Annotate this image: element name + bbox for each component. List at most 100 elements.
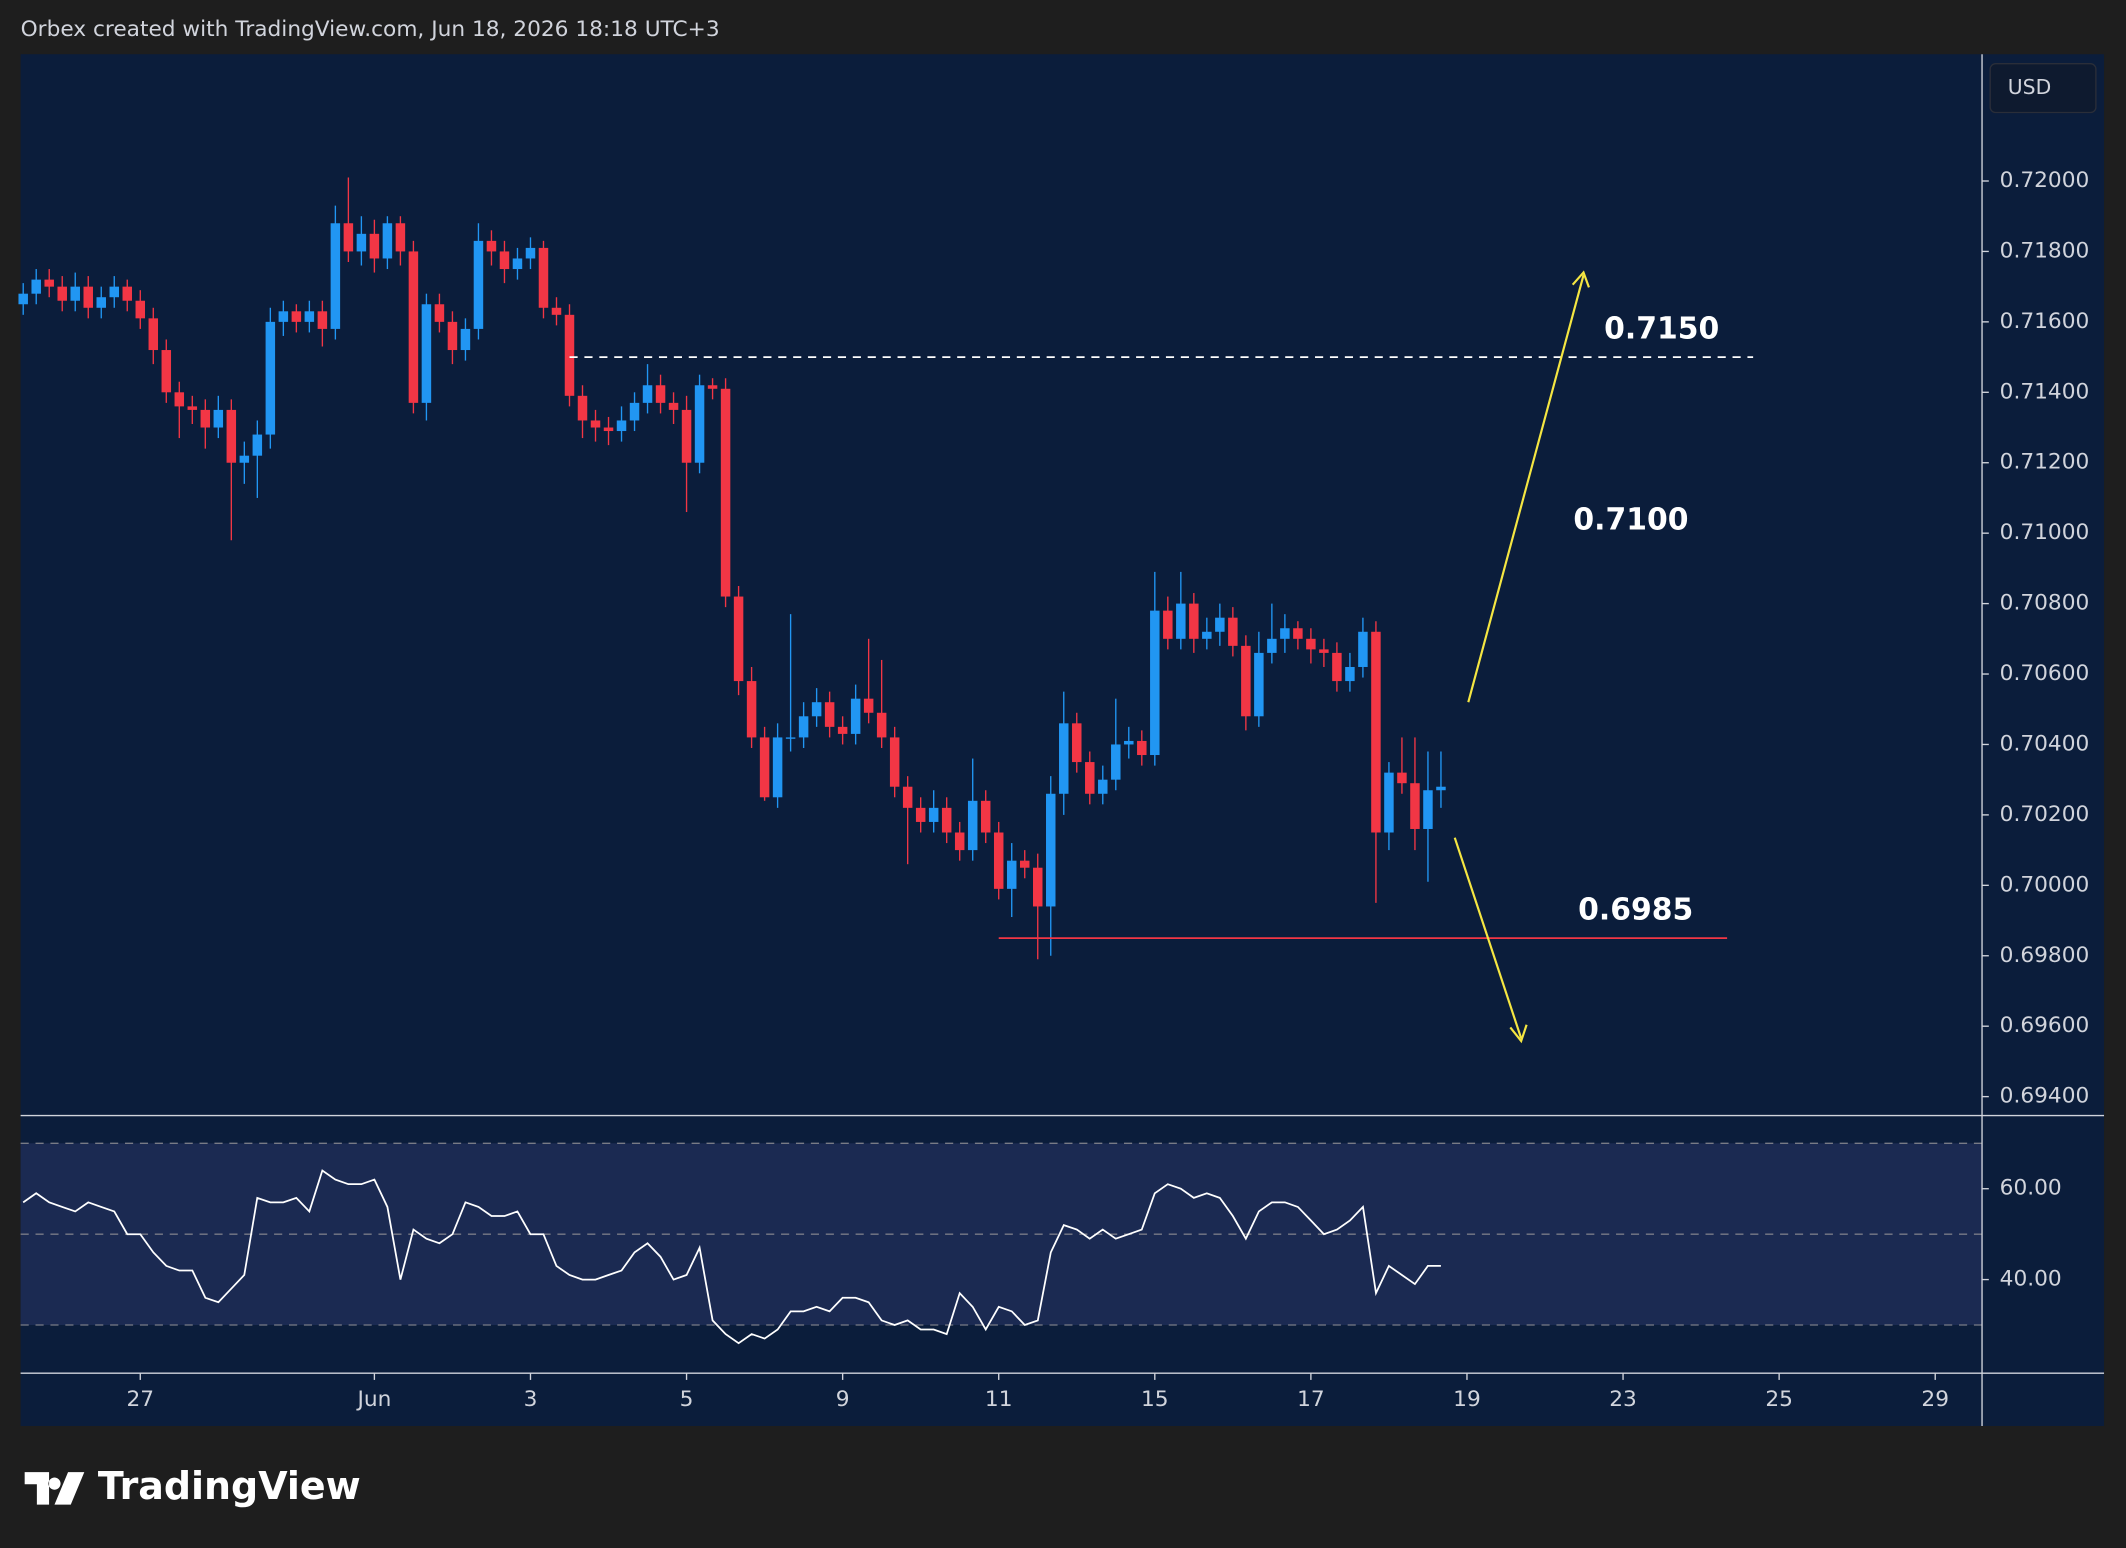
candle-body [1371,631,1381,833]
y-tick-label: 0.70000 [2000,872,2090,897]
candle-body [213,409,224,428]
candle-body [499,251,510,270]
candle-body [317,311,328,329]
candle-body [343,223,354,252]
candle-body [148,318,159,351]
x-tick-label: 5 [680,1387,694,1412]
candle-body [746,681,757,738]
candle-body [902,786,913,808]
candle-body [18,293,28,305]
candle-body [1046,793,1056,907]
candle-body [57,286,67,301]
candle-body [369,233,380,259]
candle-body [642,385,653,403]
y-tick-label: 0.71600 [2000,309,2090,334]
candle-body [590,420,601,428]
x-tick-label: 19 [1453,1387,1481,1412]
candle-body [720,388,731,597]
candle-body [395,223,406,252]
candle-body [1150,610,1160,756]
candle-body [421,304,432,403]
candle-body [707,385,718,389]
candle-body [1306,638,1316,650]
y-tick-label: 0.70600 [2000,661,2090,686]
candle-body [1019,860,1030,868]
candle-body [1085,762,1095,794]
candle-body [1032,867,1043,907]
candle-body [876,712,887,738]
candle-body [1410,783,1420,829]
rsi-band [20,1143,1983,1325]
candle-body [1280,628,1290,639]
candle-body [616,420,627,432]
candle-body [811,702,822,717]
candle-body [1267,638,1277,653]
candle-body [551,307,562,315]
candle-body [1163,610,1173,639]
candle-body [265,321,276,435]
candle-body [733,596,744,682]
candle-body [109,286,120,298]
header: Orbex created with TradingView.com, Jun … [21,17,720,42]
candle-body [629,402,640,421]
candle-body [1111,744,1121,780]
candle-body [304,311,315,322]
candle-body [252,434,263,456]
candle-body [993,832,1004,889]
candle-body [1423,790,1433,829]
x-tick-label: 9 [836,1387,850,1412]
candle-body [1215,617,1225,632]
y-tick-label: 0.71200 [2000,450,2090,475]
y-tick-label: 0.71000 [2000,520,2090,545]
rsi-pane: 60.00 40.00 27 Jun 3 5 9 11 15 17 19 23 25 29 [20,1142,2062,1412]
candle-body [96,297,106,308]
candle-body [798,716,809,738]
candle-body [577,395,588,421]
level-label: 0.7150 [1604,311,1719,346]
candle-body [122,286,133,301]
y-tick-label: 0.70200 [2000,802,2090,827]
tv-logo [24,1472,85,1505]
candle-body [967,800,978,851]
candle-body [837,726,848,734]
candle-body [941,807,952,833]
candle-body [1059,723,1069,794]
annotation: 0.7100 [1573,502,1688,537]
candle-body [200,409,211,428]
candle-body [187,406,198,410]
y-tick-label: 0.71800 [2000,238,2090,263]
candle-body [824,702,835,727]
currency-label: USD [2008,75,2051,99]
candle-body [44,279,54,287]
candle-body [31,279,41,294]
candle-body [161,350,172,393]
y-tick-label: 0.69600 [2000,1013,2090,1038]
candle-body [1293,628,1303,639]
candle-body [772,737,783,798]
candle-body [291,311,302,322]
candle-body [1241,645,1251,717]
candle-body [1332,652,1342,682]
price-pane: 0.69400 0.69600 0.69800 0.70000 0.70200 0.704… [18,168,2089,1109]
candle-body [1254,652,1264,717]
candle-body [1176,603,1186,639]
candle-body [668,402,679,410]
candle-body [850,698,861,734]
candle-body [460,328,471,351]
candle-body [1006,860,1017,889]
y-tick-label: 0.69800 [2000,943,2090,968]
candle-body [512,258,523,270]
candle-body [655,385,666,403]
level-label: 0.6985 [1578,893,1693,928]
x-tick-label: 11 [985,1387,1013,1412]
y-tick-label: 0.70400 [2000,731,2090,756]
candle-body [239,455,250,463]
x-tick-label: 25 [1765,1387,1793,1412]
candle-body [1072,723,1082,763]
candle-body [1397,772,1407,784]
candle-body [863,698,874,713]
arrows [1453,270,1590,1044]
y-tick-label: 0.69400 [2000,1084,2090,1109]
candle-body [434,304,445,322]
candle-body [1345,666,1355,682]
